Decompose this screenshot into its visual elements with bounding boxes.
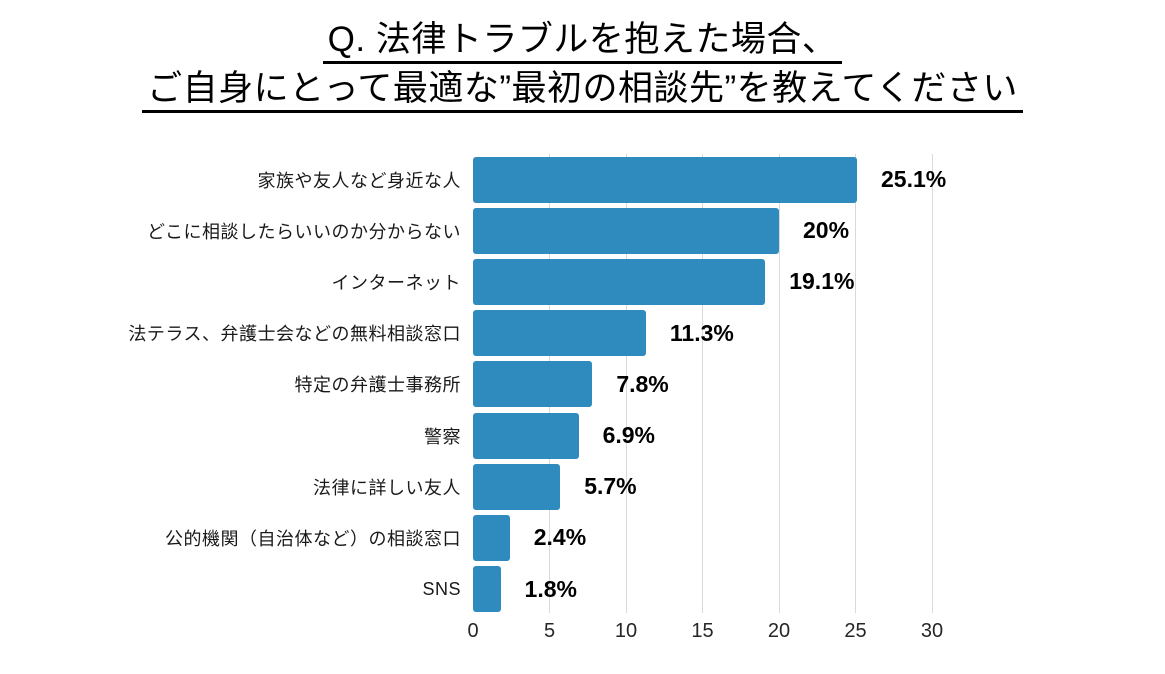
chart-title-line-1: Q. 法律トラブルを抱えた場合、 — [322, 22, 843, 64]
bar — [473, 361, 593, 408]
bar — [473, 412, 579, 459]
chart-title-row-2: ご自身にとって最適な”最初の相談先”を教えてください — [0, 71, 1165, 120]
chart-title: Q. 法律トラブルを抱えた場合、 ご自身にとって最適な”最初の相談先”を教えてく… — [0, 22, 1165, 120]
bar — [473, 463, 561, 510]
bar — [473, 310, 646, 357]
value-label: 19.1% — [789, 268, 855, 295]
x-tick-label: 5 — [543, 620, 556, 642]
value-label: 5.7% — [584, 473, 637, 500]
gridline — [931, 154, 933, 613]
gridline — [855, 154, 856, 613]
x-tick-label: 0 — [467, 620, 479, 642]
chart-title-line-2: ご自身にとって最適な”最初の相談先”を教えてください — [142, 71, 1023, 113]
x-tick-label: 10 — [614, 620, 638, 642]
bar — [473, 515, 510, 561]
x-tick-label: 20 — [767, 620, 791, 642]
category-label: SNS — [422, 578, 461, 599]
gridline — [625, 154, 627, 613]
bar — [473, 566, 501, 613]
value-label: 7.8% — [616, 370, 669, 397]
category-label: どこに相談したらいいのか分からない — [147, 221, 461, 242]
x-tick-label: 25 — [844, 620, 867, 642]
chart-title-row-1: Q. 法律トラブルを抱えた場合、 — [0, 22, 1165, 71]
bar — [473, 259, 766, 305]
gridline — [778, 154, 780, 613]
value-label: 1.8% — [524, 575, 577, 602]
value-label: 25.1% — [881, 166, 947, 193]
category-label: 家族や友人など身近な人 — [257, 170, 461, 191]
category-label: インターネット — [331, 272, 461, 293]
gridline — [702, 154, 703, 613]
x-tick-label: 15 — [691, 620, 714, 642]
value-label: 2.4% — [533, 524, 587, 551]
category-label: 法律に詳しい友人 — [313, 477, 461, 498]
bar — [473, 156, 858, 203]
value-label: 20% — [803, 217, 850, 244]
value-label: 6.9% — [602, 422, 655, 449]
category-label: 警察 — [424, 426, 461, 447]
category-label: 公的機関（自治体など）の相談窓口 — [165, 528, 461, 549]
bar — [473, 207, 779, 254]
category-label: 特定の弁護士事務所 — [294, 375, 461, 396]
x-tick-label: 30 — [920, 620, 944, 642]
category-label: 法テラス、弁護士会などの無料相談窓口 — [128, 324, 461, 345]
value-label: 11.3% — [669, 319, 734, 346]
